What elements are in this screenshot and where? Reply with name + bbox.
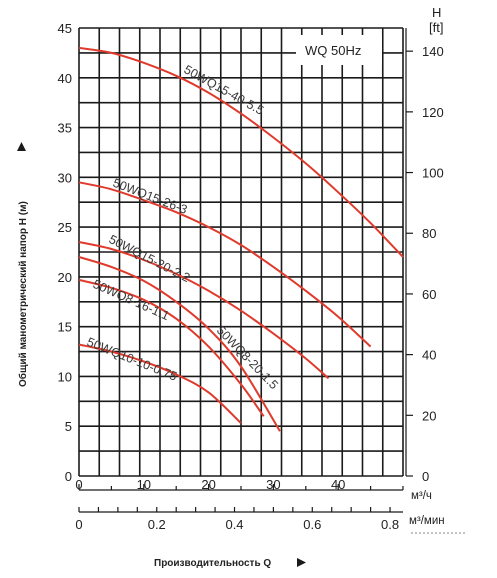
y-axis-arrow-icon (17, 142, 26, 151)
x-axis-m3h-tick-label: 30 (266, 477, 280, 492)
series-line-50WQ15-20-2.2 (78, 241, 330, 380)
y-tick-label: 15 (58, 320, 72, 335)
x-axis-arrow-icon (297, 558, 306, 567)
x-axis-m3h-unit: м³/ч (411, 490, 432, 502)
chart-grid (78, 27, 404, 477)
y-tick-label: 25 (58, 220, 72, 235)
x-axis-m3min-tick-label: 0.8 (381, 517, 399, 532)
x-axis-m3min-tick-label: 0 (75, 517, 82, 532)
y-tick-label: 30 (58, 170, 72, 185)
y-tick-label: 10 (58, 369, 72, 384)
series-line-50WQ8-20-1.5 (78, 256, 281, 432)
y-tick-label: 45 (58, 21, 72, 36)
right-axis-tick-label: 120 (422, 105, 444, 120)
x-axis-m3min-tick-label: 0.2 (148, 517, 166, 532)
x-axis-m3min-tick-label: 0.4 (225, 517, 243, 532)
right-axis-title: H (432, 5, 441, 20)
legend-box-background (296, 35, 382, 65)
right-axis-tick-label: 20 (422, 408, 436, 423)
legend-box-label: WQ 50Hz (305, 43, 361, 58)
chart-axes: 051015202530354045020406080100120140H[ft… (58, 5, 465, 534)
series-label-50WQ15-40-5.5: 50WQ15-40-5.5 (182, 62, 267, 117)
x-axis-title: Производительность Q (154, 558, 271, 569)
x-axis-m3min-tick-label: 0.6 (303, 517, 321, 532)
y-tick-label: 5 (65, 419, 72, 434)
series-line-50WQ10-10-0.75 (78, 343, 242, 424)
right-axis-tick-label: 80 (422, 226, 436, 241)
y-tick-label: 20 (58, 270, 72, 285)
y-tick-label: 35 (58, 121, 72, 136)
right-axis-unit: [ft] (429, 20, 443, 35)
x-axis-m3h-tick-label: 10 (137, 477, 151, 492)
y-axis-title: Общий манометрический напор H (м) (17, 201, 29, 387)
right-axis-tick-label: 60 (422, 287, 436, 302)
y-tick-label: 40 (58, 71, 72, 86)
series-line-50WQ15-40-5.5 (78, 46, 404, 258)
x-axis-m3min-unit: м³/мин (409, 515, 445, 527)
series-line-50WQ8-16-1.1 (78, 278, 265, 417)
series-label-50WQ15-26-3: 50WQ15-26-3 (111, 176, 189, 217)
pump-curves (78, 46, 404, 432)
right-axis-tick-label: 40 (422, 348, 436, 363)
y-tick-label: 0 (65, 469, 72, 484)
right-axis-tick-label: 140 (422, 44, 444, 59)
series-label-50WQ8-20-1.5: 50WQ8-20-1.5 (214, 323, 281, 392)
x-axis-m3h-tick-label: 40 (331, 477, 345, 492)
x-axis-m3h-tick-label: 0 (75, 477, 82, 492)
right-axis-tick-label: 0 (422, 469, 429, 484)
right-axis-tick-label: 100 (422, 166, 444, 181)
x-axis-m3h-tick-label: 20 (201, 477, 215, 492)
series-line-50WQ15-26-3 (78, 181, 372, 348)
